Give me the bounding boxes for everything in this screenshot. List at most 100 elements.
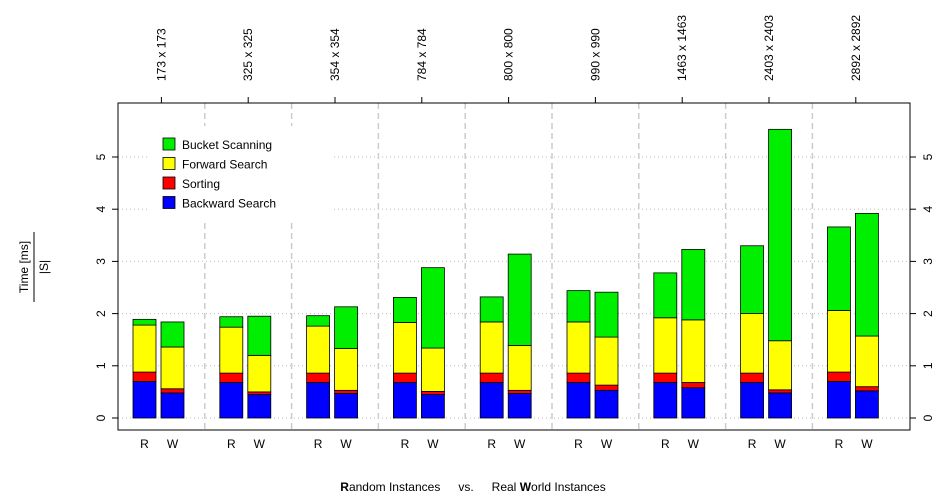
legend-label: Forward Search	[182, 158, 267, 172]
bar-segment-sorting	[740, 372, 764, 383]
bar-label: W	[688, 437, 700, 451]
y-tick-label-left: 0	[94, 414, 108, 421]
bar-segment-sorting	[160, 388, 185, 394]
bar-segment-backward-search	[740, 382, 764, 419]
bar-segment-bucket-scanning	[827, 226, 851, 311]
bar-segment-backward-search	[306, 382, 331, 419]
bar-segment-bucket-scanning	[306, 315, 331, 327]
y-label-denominator: |S|	[37, 260, 51, 274]
bar-segment-backward-search	[681, 387, 706, 419]
bar-segment-sorting	[306, 372, 331, 383]
bar-label: R	[401, 437, 410, 451]
bar-segment-bucket-scanning	[219, 316, 244, 328]
bar-segment-forward-search	[132, 324, 157, 373]
bar-label: R	[140, 437, 149, 451]
bar-segment-bucket-scanning	[507, 253, 532, 346]
bar-label: W	[861, 437, 873, 451]
x-label-part: vs.	[458, 480, 473, 494]
group-label: 784 x 784	[415, 28, 429, 81]
y-axis-label: Time [ms] |S|	[17, 232, 51, 302]
y-tick-label-right: 4	[921, 206, 935, 213]
bar-segment-backward-search	[507, 393, 532, 419]
bar-segment-bucket-scanning	[566, 290, 591, 323]
bar-segment-sorting	[420, 390, 445, 395]
bar-segment-bucket-scanning	[392, 297, 417, 323]
bar-segment-backward-search	[653, 382, 678, 419]
bar-label: W	[167, 437, 179, 451]
y-tick-label-left: 5	[94, 153, 108, 160]
group-label: 173 x 173	[154, 28, 168, 81]
x-label-part: andom Instances	[349, 480, 440, 494]
bar-segment-forward-search	[392, 322, 417, 374]
legend-swatch	[162, 157, 176, 170]
bar-segment-forward-search	[768, 340, 792, 391]
y-tick-label-right: 2	[921, 310, 935, 317]
bar-segment-forward-search	[219, 326, 244, 374]
x-label-part: orld Instances	[531, 480, 606, 494]
y-tick-label-left: 4	[94, 206, 108, 213]
bar-label: R	[227, 437, 236, 451]
bar-segment-forward-search	[740, 313, 764, 374]
bar-segment-backward-search	[219, 382, 244, 419]
bar-segment-forward-search	[827, 310, 851, 373]
bar-segment-bucket-scanning	[594, 291, 619, 338]
y-tick-label-left: 1	[94, 362, 108, 369]
x-label-part: R	[340, 480, 349, 494]
bar-segment-backward-search	[160, 392, 185, 419]
bar-segment-forward-search	[566, 321, 591, 374]
bar-segment-bucket-scanning	[420, 267, 445, 349]
x-label-part: W	[520, 480, 532, 494]
y-tick-label-right: 5	[921, 153, 935, 160]
legend-swatch	[162, 137, 176, 151]
bar-segment-forward-search	[681, 319, 706, 383]
bar-segment-bucket-scanning	[681, 248, 706, 321]
bar-segment-backward-search	[479, 382, 504, 419]
bar-segment-backward-search	[855, 390, 879, 419]
bar-segment-sorting	[392, 372, 417, 383]
bar-segment-bucket-scanning	[132, 318, 157, 326]
bar-segment-forward-search	[594, 336, 619, 386]
bar-segment-bucket-scanning	[479, 296, 504, 323]
bar-label: R	[574, 437, 583, 451]
y-tick-label-right: 0	[921, 414, 935, 421]
bar-segment-backward-search	[247, 394, 272, 419]
bar-label: W	[774, 437, 786, 451]
bar-segment-backward-search	[594, 389, 619, 419]
legend-swatch	[162, 176, 176, 190]
bar-label: W	[601, 437, 613, 451]
bar-segment-sorting	[132, 371, 157, 382]
legend: Bucket Scanning Forward Search Sorting Back…	[150, 126, 334, 220]
legend-swatch	[162, 196, 176, 209]
bar-segment-forward-search	[507, 345, 532, 391]
bar-segment-bucket-scanning	[768, 128, 792, 342]
group-label: 354 x 354	[328, 28, 342, 81]
bar-label: R	[748, 437, 757, 451]
y-tick-label-left: 2	[94, 310, 108, 317]
bar-label: R	[314, 437, 323, 451]
bar-label: R	[487, 437, 496, 451]
legend-label: Bucket Scanning	[182, 138, 272, 152]
bar-segment-forward-search	[334, 348, 359, 391]
group-label: 1463 x 1463	[675, 15, 689, 81]
bar-segment-backward-search	[334, 393, 359, 419]
group-label: 325 x 325	[241, 28, 255, 81]
bars	[132, 128, 879, 419]
group-label: 2892 x 2892	[849, 15, 863, 81]
legend-label: Sorting	[182, 177, 220, 191]
bar-segment-bucket-scanning	[247, 315, 272, 356]
bar-segment-forward-search	[247, 354, 272, 393]
bar-segment-forward-search	[653, 317, 678, 374]
legend-label: Backward Search	[182, 197, 276, 211]
x-label-part: Real	[492, 480, 520, 494]
y-label-numerator: Time [ms]	[17, 241, 31, 293]
bar-segment-sorting	[681, 382, 706, 389]
bar-segment-bucket-scanning	[855, 212, 879, 337]
bar-segment-bucket-scanning	[334, 306, 359, 349]
group-label: 990 x 990	[588, 28, 602, 81]
bar-segment-sorting	[855, 386, 879, 392]
bar-segment-forward-search	[306, 325, 331, 374]
bar-label: R	[661, 437, 670, 451]
bar-segment-sorting	[566, 372, 591, 383]
